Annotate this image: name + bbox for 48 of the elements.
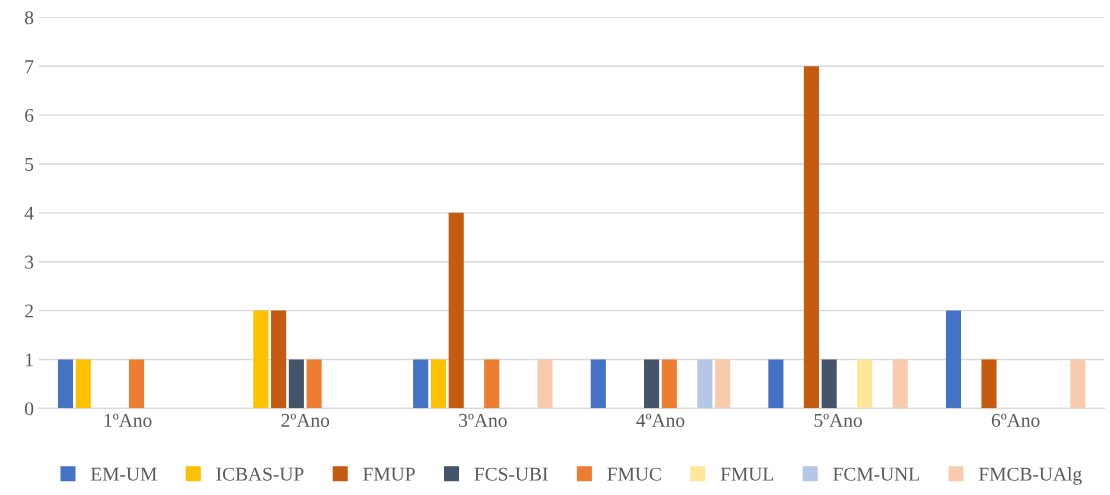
x-tick-label: 3ºAno: [459, 413, 507, 427]
legend-label: ICBAS-UP: [216, 467, 304, 481]
y-tick-label: 4: [24, 206, 34, 220]
y-tick-label: 1: [25, 353, 33, 367]
bar: [857, 359, 873, 409]
bar: [803, 66, 819, 409]
x-tick-label: 2ºAno: [281, 413, 330, 427]
bar: [644, 359, 660, 409]
legend-label: FMUP: [363, 467, 415, 481]
bar: [661, 359, 677, 409]
bar: [768, 359, 784, 409]
bar: [697, 359, 713, 409]
x-tick-label: 4ºAno: [636, 413, 685, 427]
bar: [430, 359, 446, 409]
bar: [821, 359, 837, 409]
y-tick-label: 3: [25, 255, 34, 269]
bar: [253, 310, 269, 409]
bar: [57, 359, 74, 409]
bar: [892, 359, 908, 409]
bar: [306, 359, 322, 409]
bar: [128, 359, 145, 409]
bar: [715, 359, 731, 409]
bar: [413, 359, 429, 409]
legend-label: FMUC: [607, 467, 661, 481]
x-tick-label: 1ºAno: [104, 413, 152, 427]
y-tick-label: 8: [25, 11, 34, 25]
bar: [288, 359, 304, 409]
x-tick-label: 5ºAno: [814, 413, 862, 427]
bar: [75, 359, 91, 409]
bar: [448, 212, 464, 409]
bar: [981, 359, 997, 409]
bar: [1070, 359, 1086, 409]
y-tick-label: 5: [25, 157, 34, 171]
bar: [537, 359, 553, 409]
bar: [484, 359, 500, 409]
legend-label: FMCB-UAlg: [978, 467, 1082, 485]
y-tick-label: 2: [25, 304, 33, 318]
legend-label: EM-UM: [90, 467, 157, 481]
legend-label: FCM-UNL: [833, 467, 919, 481]
y-tick-label: 7: [25, 60, 34, 73]
x-tick-label: 6ºAno: [991, 413, 1040, 427]
bar: [271, 310, 287, 409]
bar: [590, 359, 606, 409]
bar: [945, 310, 962, 409]
y-tick-label: 0: [25, 402, 34, 416]
legend-label: FMUL: [720, 467, 774, 481]
y-tick-label: 6: [25, 108, 34, 123]
legend-label: FCS-UBI: [474, 467, 548, 481]
